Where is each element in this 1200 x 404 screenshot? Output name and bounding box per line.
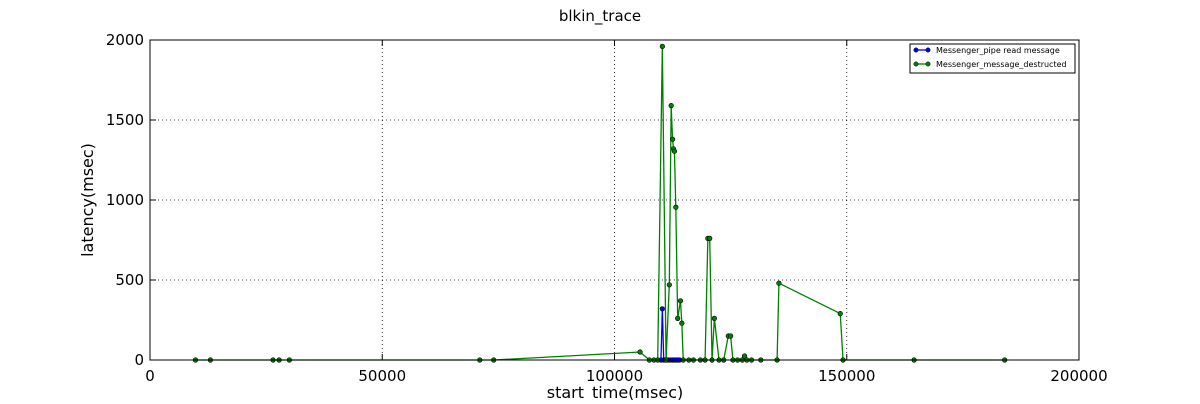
data-point <box>671 148 678 154</box>
data-point <box>707 235 713 241</box>
data-point <box>728 333 734 339</box>
y-tick-label: 1500 <box>106 111 144 129</box>
data-point <box>673 204 679 210</box>
chart-title: blkin_trace <box>559 7 641 26</box>
data-point <box>659 306 665 312</box>
series-layer <box>192 43 1008 363</box>
data-point <box>679 320 685 326</box>
legend: Messenger_pipe read message Messenger_mes… <box>909 43 1076 74</box>
data-point <box>668 102 674 109</box>
x-tick-label: 50000 <box>358 367 406 385</box>
legend-box <box>909 43 1076 74</box>
grid <box>150 40 1079 360</box>
x-tick-label: 150000 <box>818 367 875 385</box>
legend-marker <box>925 61 931 67</box>
data-point <box>776 280 782 286</box>
legend-marker <box>913 61 919 67</box>
legend-label: Messenger_pipe read message <box>936 46 1060 55</box>
axis-ticks: 0 50000 100000 150000 200000 0 500 1000 1500 2000 <box>106 31 1108 385</box>
y-tick-label: 500 <box>115 271 144 289</box>
data-point <box>666 282 672 288</box>
legend-marker <box>913 47 919 53</box>
series-line <box>195 45 1005 361</box>
data-point <box>669 136 676 142</box>
data-point <box>711 315 717 322</box>
x-axis-title: start_time(msec) <box>547 383 683 400</box>
x-tick-label: 100000 <box>586 367 643 385</box>
y-axis-title: latency(msec) <box>78 143 97 257</box>
x-tick-label: 200000 <box>1050 367 1107 385</box>
y-tick-label: 2000 <box>106 31 144 49</box>
x-tick-label: 0 <box>145 367 155 385</box>
data-point <box>837 311 843 317</box>
data-point <box>675 315 681 322</box>
data-point <box>637 349 643 355</box>
legend-label: Messenger_message_destructed <box>936 60 1067 69</box>
series-2 <box>192 43 1008 363</box>
legend-marker <box>925 47 931 53</box>
data-point <box>677 298 684 304</box>
data-point <box>659 43 665 50</box>
y-tick-label: 0 <box>134 351 144 369</box>
y-tick-label: 1000 <box>106 191 144 209</box>
data-point <box>741 353 748 359</box>
